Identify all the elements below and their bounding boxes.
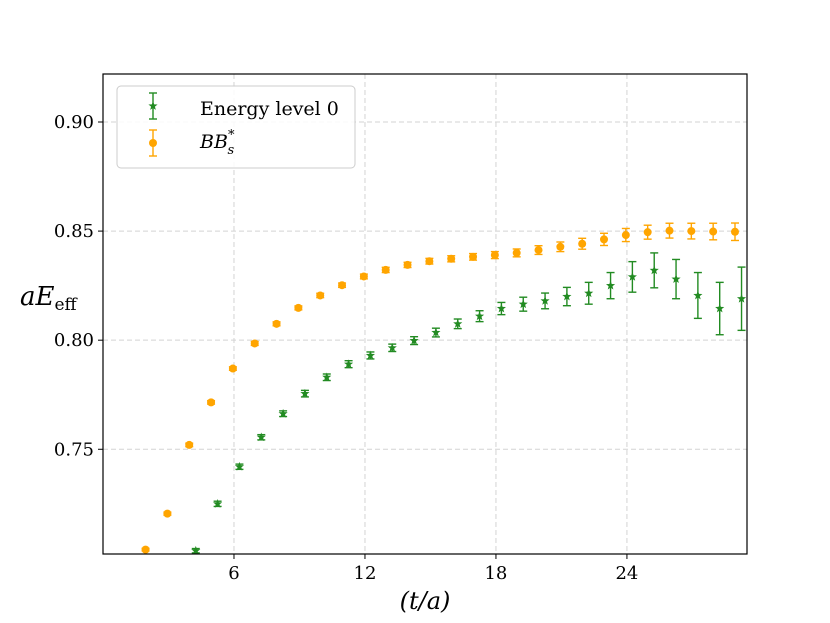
energy-level-0-point [234,461,245,471]
y-tick-label: 0.75 [54,439,94,460]
legend-label-bbs-sub: s [227,143,234,158]
x-tick-label: 18 [484,563,507,584]
bbs-point [709,227,718,236]
energy-level-0-point [300,388,310,398]
legend-bbs-marker [149,139,157,147]
energy-level-0-point [365,350,375,360]
axes-frame [102,73,748,555]
legend-label-bbs-sup: * [228,128,235,143]
energy-level-0-point [736,293,747,303]
energy-level-0-point [191,545,201,554]
bbs-point [185,440,194,449]
energy-level-0-point [431,327,441,337]
bbs-point [228,364,237,373]
bbs-point [730,227,739,236]
bbs-point [643,228,652,237]
x-axis-label: (t/a) [400,587,451,615]
y-tick-label: 0.85 [54,221,94,242]
bbs-point [621,231,630,240]
legend-label-bbs: BB* s [199,128,235,158]
legend-energy-level-0-marker [148,101,158,110]
bbs-point [512,248,521,257]
x-tick-label: 12 [354,563,377,584]
bbs-point [753,226,761,234]
bbs-point [600,235,609,244]
x-tick-label: 24 [615,563,638,584]
energy-level-0-point [540,296,550,305]
energy-level-0-point [256,432,266,442]
legend-label-bbs-main: BB [199,131,228,153]
bbs-point [687,227,696,236]
energy-level-0-point [322,372,332,382]
energy-level-0-point [671,274,681,283]
bbs-point [425,257,434,266]
energy-level-0-point [627,272,637,281]
energy-level-0-point [213,499,223,508]
bbs-point [578,239,587,248]
y-axis-label-main: aE [20,282,55,312]
bbs-point [316,291,325,300]
energy-level-0-point [387,343,397,352]
bbs-point [381,265,390,274]
bbs-point [490,251,499,260]
energy-level-0-point [715,303,725,313]
x-tick-label: 6 [228,563,239,584]
bbs-point [141,545,150,554]
legend: Energy level 0 BB* s [116,85,356,169]
energy-level-0-point [605,280,616,290]
bbs-point [665,226,674,235]
bbs-point [250,339,259,348]
bbs-point [556,242,565,251]
energy-level-0-point [584,288,594,298]
bbs-error-bar [753,221,761,239]
legend-box [116,85,356,169]
y-tick-label: 0.90 [54,112,94,133]
data-series [141,221,761,554]
energy-level-0-point [518,299,528,309]
bbs-point [294,303,303,312]
bbs-point [359,272,368,281]
bbs-point [338,281,347,290]
bbs-point [447,254,456,263]
y-axis-label: aEeff [20,282,79,315]
energy-level-0-point [496,303,506,313]
y-tick-label: 0.80 [54,330,94,351]
axis-ticks: 6 12 18 24 0.75 0.80 0.85 0.90 [54,112,638,584]
bbs-point [207,398,216,407]
bbs-point [403,260,412,269]
bbs-point [272,319,281,328]
legend-markers [148,92,158,157]
bbs-point [469,252,478,261]
bbs-point [163,509,172,518]
energy-level-0-point [693,290,703,300]
legend-label-energy-level-0: Energy level 0 [200,98,339,120]
energy-level-0-point [344,359,354,369]
energy-level-0-point [409,335,419,345]
y-axis-label-sub: eff [54,295,78,315]
energy-level-0-point [278,408,288,418]
bbs-point [534,246,543,255]
energy-level-0-point [562,291,572,301]
energy-level-0-point [453,319,463,328]
energy-level-0-point [649,265,659,275]
energy-level-0-point [475,311,485,321]
